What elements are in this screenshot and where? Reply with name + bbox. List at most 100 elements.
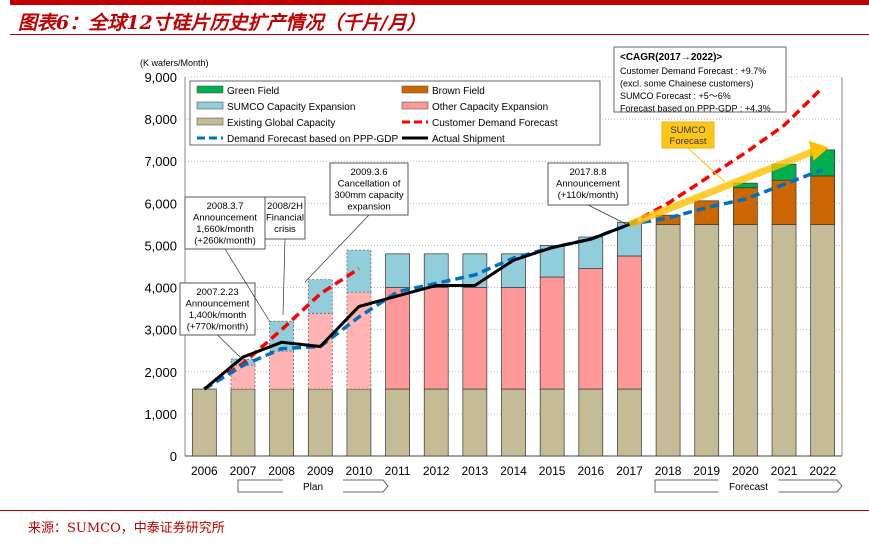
y-tick-label: 7,000 (144, 154, 177, 169)
bar-segment (539, 276, 565, 390)
series-line (628, 86, 824, 226)
title-rule (10, 34, 869, 35)
arrow-head-icon (808, 140, 829, 161)
y-tick-label: 5,000 (144, 238, 177, 253)
annotation-text: Cancellation of (338, 179, 401, 190)
annotation-text: expansion (347, 202, 390, 213)
annotation-leader (587, 204, 629, 226)
bar-segment (617, 388, 642, 457)
legend-label: Brown Field (432, 86, 485, 97)
x-tick-label: 2009 (307, 464, 334, 478)
x-tick-label: 2006 (191, 464, 218, 478)
bar-segment (307, 388, 333, 457)
sumco-forecast-label: Forecast (670, 136, 707, 147)
annotation-box (184, 196, 266, 250)
annotation-text: 2008.3.7 (207, 201, 244, 212)
bottom-rule (0, 510, 869, 511)
cagr-line: Customer Demand Forecast : +9.7% (620, 66, 766, 76)
bar-segment (501, 388, 526, 457)
annotation-text: 2009.3.6 (351, 167, 388, 178)
x-tick-label: 2011 (385, 464, 411, 478)
x-tick-label: 2022 (809, 464, 836, 478)
bar-segment (539, 388, 565, 457)
bar-segment (578, 388, 604, 457)
legend-swatch (196, 117, 224, 126)
bar-segment (191, 388, 217, 457)
legend-label: Existing Global Capacity (227, 118, 335, 129)
sumco-forecast-label: SUMCO (670, 125, 705, 136)
sumco-forecast-arrow (628, 148, 814, 228)
bar-segment (578, 268, 604, 390)
plan-period-bracket (237, 479, 283, 493)
bar-segment (771, 179, 797, 225)
y-tick-label: 3,000 (144, 323, 177, 338)
bar-segment (617, 255, 642, 390)
annotation-text: 2007.2.23 (196, 287, 238, 298)
bar-segment (423, 287, 449, 390)
legend-label: Green Field (227, 86, 279, 97)
x-tick-label: 2012 (423, 464, 450, 478)
annotation-text: Announcement (193, 213, 257, 224)
annotation-box (547, 162, 629, 206)
forecast-period-arrow (778, 479, 843, 493)
bar-segment (346, 388, 372, 457)
x-tick-label: 2020 (732, 464, 759, 478)
bar-segment (462, 388, 488, 457)
bar-segment (385, 388, 410, 457)
bar-segment (655, 224, 681, 457)
y-tick-label: 1,000 (144, 407, 177, 422)
y-tick-label: 0 (170, 449, 177, 464)
annotation-box (329, 162, 409, 216)
annotation-text: 2017.8.8 (570, 167, 607, 178)
cagr-line: SUMCO Forecast : +5～6% (620, 91, 731, 101)
x-tick-label: 2008 (268, 464, 295, 478)
bar-segment (230, 388, 256, 457)
bar-segment (307, 279, 333, 314)
y-tick-label: 6,000 (144, 196, 177, 211)
annotation-text: 300mm capacity (334, 190, 403, 201)
legend-swatch (401, 85, 429, 94)
figure-title: 图表6：全球12寸硅片历史扩产情况（千片/月） (18, 12, 426, 34)
annotation-leader (224, 248, 271, 323)
x-tick-label: 2007 (230, 464, 257, 478)
series-line (203, 168, 824, 391)
x-tick-label: 2019 (693, 464, 720, 478)
legend-label: SUMCO Capacity Expansion (227, 102, 355, 113)
sumco-forecast-label-box (661, 121, 715, 149)
annotation-text: 1,660k/month (196, 224, 254, 235)
annotation-text: Financial (266, 213, 304, 224)
bar-segment (269, 350, 294, 390)
legend-label: Demand Forecast based on PPP-GDP (227, 134, 399, 145)
y-tick-label: 8,000 (144, 112, 177, 127)
bar-segment (733, 187, 758, 225)
cagr-box (613, 46, 787, 113)
plan-period-arrow (343, 479, 389, 493)
bar-segment (810, 175, 836, 225)
legend-label: Other Capacity Expansion (432, 102, 548, 113)
x-tick-label: 2021 (771, 464, 798, 478)
bar-segment (269, 388, 294, 457)
annotation-text: (+110k/month) (558, 190, 619, 201)
annotation-text: (+260k/month) (194, 236, 256, 247)
bar-segment (307, 312, 333, 390)
bar-segment (423, 388, 449, 457)
legend-swatch (196, 85, 224, 94)
cagr-line: Forecast based on PPP-GDP : +4.3% (620, 104, 771, 114)
cagr-title: <CAGR(2017→2022)> (620, 52, 722, 63)
forecast-period-label: Forecast (729, 482, 768, 493)
callout-leader (687, 147, 726, 183)
y-tick-label: 4,000 (144, 281, 177, 296)
series-line (203, 222, 630, 391)
x-tick-label: 2015 (539, 464, 566, 478)
bar-segment (733, 224, 758, 457)
annotation-leader (217, 334, 241, 358)
annotation-leader (304, 214, 370, 283)
y-tick-label: 9,000 (144, 70, 177, 85)
bar-segment (810, 224, 836, 457)
top-rule (10, 0, 869, 5)
annotation-box (179, 282, 256, 336)
y-tick-label: 2,000 (144, 365, 177, 380)
x-tick-label: 2018 (655, 464, 682, 478)
